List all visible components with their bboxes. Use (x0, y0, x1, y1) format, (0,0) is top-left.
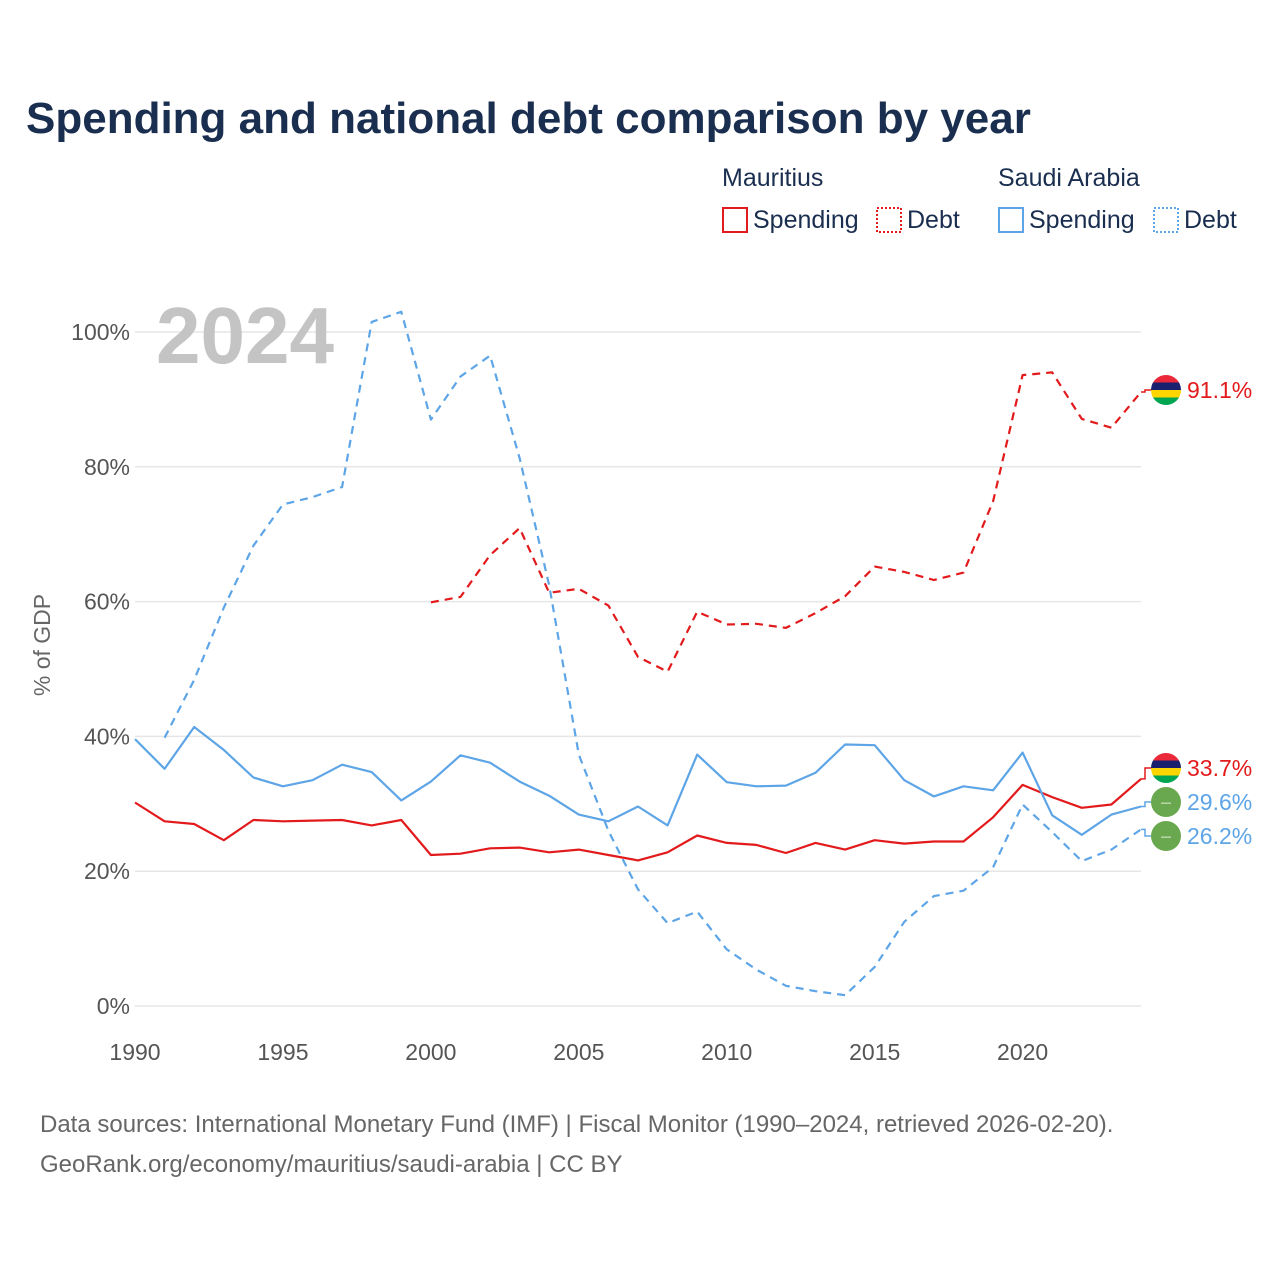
leader-line (1141, 828, 1155, 837)
chart-title: Spending and national debt comparison by… (26, 94, 1031, 143)
mauritius-flag-icon (1151, 375, 1181, 405)
legend-label-mauritius-spending[interactable]: Spending (753, 206, 859, 234)
end-value-label: 29.6% (1187, 789, 1252, 815)
leader-line (1141, 801, 1155, 808)
source-line-2[interactable]: GeoRank.org/economy/mauritius/saudi-arab… (40, 1151, 623, 1178)
leader-line (1141, 389, 1155, 393)
legend-swatch-mauritius-debt[interactable] (876, 207, 902, 233)
x-tick-label: 2000 (405, 1039, 456, 1065)
end-value-label: 33.7% (1187, 755, 1252, 781)
saudi-flag-emblem: — (1161, 796, 1172, 809)
legend-swatch-mauritius-spending[interactable] (722, 207, 748, 233)
y-tick-label: 80% (84, 454, 130, 480)
y-tick-label: 100% (71, 319, 130, 345)
leader-line (1141, 767, 1155, 780)
legend-label-saudi-debt[interactable]: Debt (1184, 206, 1237, 234)
legend-label-saudi-spending[interactable]: Spending (1029, 206, 1135, 234)
saudi-flag-icon (1151, 821, 1181, 851)
x-tick-label: 1995 (257, 1039, 308, 1065)
saudi-flag-emblem: — (1161, 830, 1172, 843)
y-tick-label: 0% (97, 993, 130, 1019)
source-line-1: Data sources: International Monetary Fun… (40, 1111, 1113, 1138)
x-tick-label: 2005 (553, 1039, 604, 1065)
y-axis-label: % of GDP (29, 594, 55, 696)
y-tick-label: 20% (84, 858, 130, 884)
end-labels: 33.7% 91.1% — 29.6% — 26.2% (1141, 375, 1252, 851)
y-tick-label: 40% (84, 723, 130, 749)
x-tick-label: 2015 (849, 1039, 900, 1065)
legend: Mauritius Saudi Arabia Spending Debt Spe… (722, 164, 1237, 234)
y-tick-label: 60% (84, 589, 130, 615)
end-label-saudi-arabia-spending: — 29.6% (1141, 787, 1252, 817)
legend-group-saudi-arabia: Saudi Arabia (998, 164, 1140, 192)
legend-group-mauritius: Mauritius (722, 164, 823, 192)
end-label-mauritius-spending: 33.7% (1141, 753, 1252, 783)
series-line-saudi-arabia-debt[interactable] (163, 310, 1142, 997)
legend-swatch-saudi-spending[interactable] (998, 207, 1024, 233)
series-line-mauritius-spending[interactable] (134, 778, 1142, 862)
mauritius-flag-icon (1151, 753, 1181, 783)
x-tick-label: 2010 (701, 1039, 752, 1065)
year-overlay: 2024 (156, 291, 334, 380)
x-tick-label: 1990 (109, 1039, 160, 1065)
end-value-label: 26.2% (1187, 823, 1252, 849)
grid (135, 331, 1141, 1007)
saudi-flag-icon (1151, 787, 1181, 817)
end-value-label: 91.1% (1187, 377, 1252, 403)
legend-swatch-saudi-debt[interactable] (1153, 207, 1179, 233)
x-tick-label: 2020 (997, 1039, 1048, 1065)
series-group (134, 310, 1142, 997)
end-label-saudi-arabia-debt: — 26.2% (1141, 821, 1252, 851)
legend-label-mauritius-debt[interactable]: Debt (907, 206, 960, 234)
x-axis: 1990 1995 2000 2005 2010 2015 2020 (109, 1039, 1048, 1065)
y-axis: 0% 20% 40% 60% 80% 100% (71, 319, 130, 1019)
series-line-saudi-arabia-spending[interactable] (134, 725, 1142, 836)
end-label-mauritius-debt: 91.1% (1141, 375, 1252, 405)
series-line-mauritius-debt[interactable] (430, 371, 1142, 673)
